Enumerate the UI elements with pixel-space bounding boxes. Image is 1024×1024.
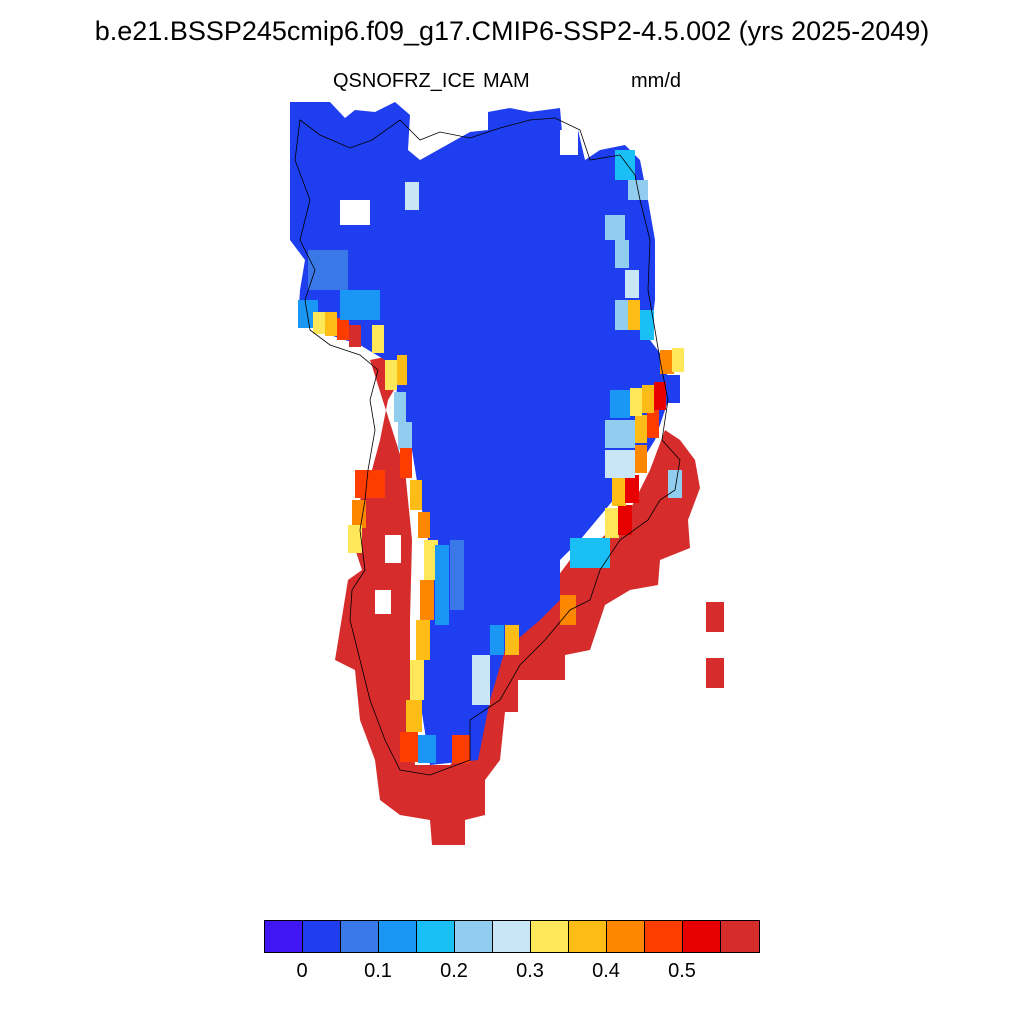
colorbar-box [265, 921, 303, 952]
colorbar-box [379, 921, 417, 952]
edge-patch [352, 500, 366, 528]
edge-patch [340, 290, 380, 320]
edge-patch [647, 410, 659, 438]
colorbar-label: 0.4 [592, 960, 620, 982]
edge-patch [337, 318, 349, 340]
edge-patch [618, 505, 632, 535]
edge-patch [625, 270, 639, 298]
colorbar-box [303, 921, 341, 952]
edge-patch [420, 580, 434, 620]
colorbar-box [493, 921, 531, 952]
colorbar-box [531, 921, 569, 952]
edge-patch [400, 448, 412, 478]
edge-patch [570, 538, 610, 568]
figure-title: b.e21.BSSP245cmip6.f09_g17.CMIP6-SSP2-4.… [94, 16, 930, 46]
edge-patch [472, 655, 490, 705]
colorbar-box [645, 921, 683, 952]
edge-patch [610, 390, 630, 418]
nodata-hole [340, 200, 370, 225]
edge-patch [397, 355, 407, 385]
edge-patch [435, 545, 449, 625]
edge-patch [660, 350, 674, 374]
island-patch [706, 602, 724, 632]
edge-patch [672, 348, 684, 372]
edge-patch [325, 312, 337, 336]
edge-patch [615, 240, 629, 268]
colorbar-box [455, 921, 493, 952]
edge-patch [394, 392, 406, 422]
colorbar-box [341, 921, 379, 952]
edge-patch [635, 445, 647, 473]
edge-patch [348, 525, 362, 553]
edge-patch [630, 388, 642, 416]
edge-patch [308, 250, 348, 290]
edge-patch [635, 415, 647, 443]
red-coastal-region [335, 355, 700, 845]
edge-patch [385, 360, 397, 390]
blue-interior [290, 102, 670, 765]
edge-patch [615, 150, 635, 180]
edge-patch [416, 620, 430, 660]
edge-patch [313, 312, 325, 334]
edge-patch [612, 478, 626, 506]
edge-patch [668, 470, 682, 498]
colorbar-label: 0.5 [668, 960, 696, 982]
edge-patch [410, 660, 424, 700]
edge-patch [424, 540, 438, 580]
colorbar-box [721, 921, 759, 952]
colorbar [264, 920, 760, 953]
edge-patch [625, 475, 639, 503]
edge-patch [640, 310, 654, 340]
colorbar-label: 0 [296, 960, 308, 982]
edge-patch [418, 512, 430, 538]
season-label: MAM [483, 70, 530, 92]
edge-patch [605, 508, 619, 538]
edge-patch [605, 420, 635, 448]
nodata-hole [375, 590, 391, 614]
colorbar-label: 0.2 [440, 960, 468, 982]
edge-patch [654, 382, 666, 410]
edge-patch [349, 325, 361, 347]
edge-patch [490, 625, 504, 655]
edge-patch [628, 300, 640, 330]
edge-patch [605, 215, 625, 240]
edge-patch [560, 595, 576, 625]
edge-patch [666, 375, 680, 403]
nodata-hole [560, 130, 578, 155]
variable-label: QSNOFRZ_ICE [333, 70, 476, 92]
nodata-hole [385, 535, 401, 563]
edge-patch [372, 325, 384, 353]
edge-patch [452, 735, 470, 763]
edge-patch [400, 732, 418, 762]
colorbar-label: 0.1 [364, 960, 392, 982]
colorbar-label: 0.3 [516, 960, 544, 982]
edge-patch [418, 735, 436, 763]
colorbar-box [683, 921, 721, 952]
colorbar-box [417, 921, 455, 952]
edge-patch [450, 540, 464, 610]
colorbar-box [569, 921, 607, 952]
edge-patch [398, 422, 412, 450]
ice-sheet-field [290, 102, 724, 845]
units-label: mm/d [631, 70, 681, 92]
edge-patch [615, 300, 629, 330]
coastline [294, 117, 681, 776]
colorbar-box [607, 921, 645, 952]
edge-patch [605, 450, 635, 478]
edge-patch [410, 480, 422, 510]
edge-patch [406, 700, 422, 732]
island-patch [706, 658, 724, 688]
colorbar-labels: 0 0.1 0.2 0.3 0.4 0.5 [0, 960, 1024, 990]
edge-patch [405, 182, 419, 210]
edge-patch [355, 470, 385, 498]
edge-patch [642, 385, 654, 413]
edge-patch [505, 625, 519, 655]
